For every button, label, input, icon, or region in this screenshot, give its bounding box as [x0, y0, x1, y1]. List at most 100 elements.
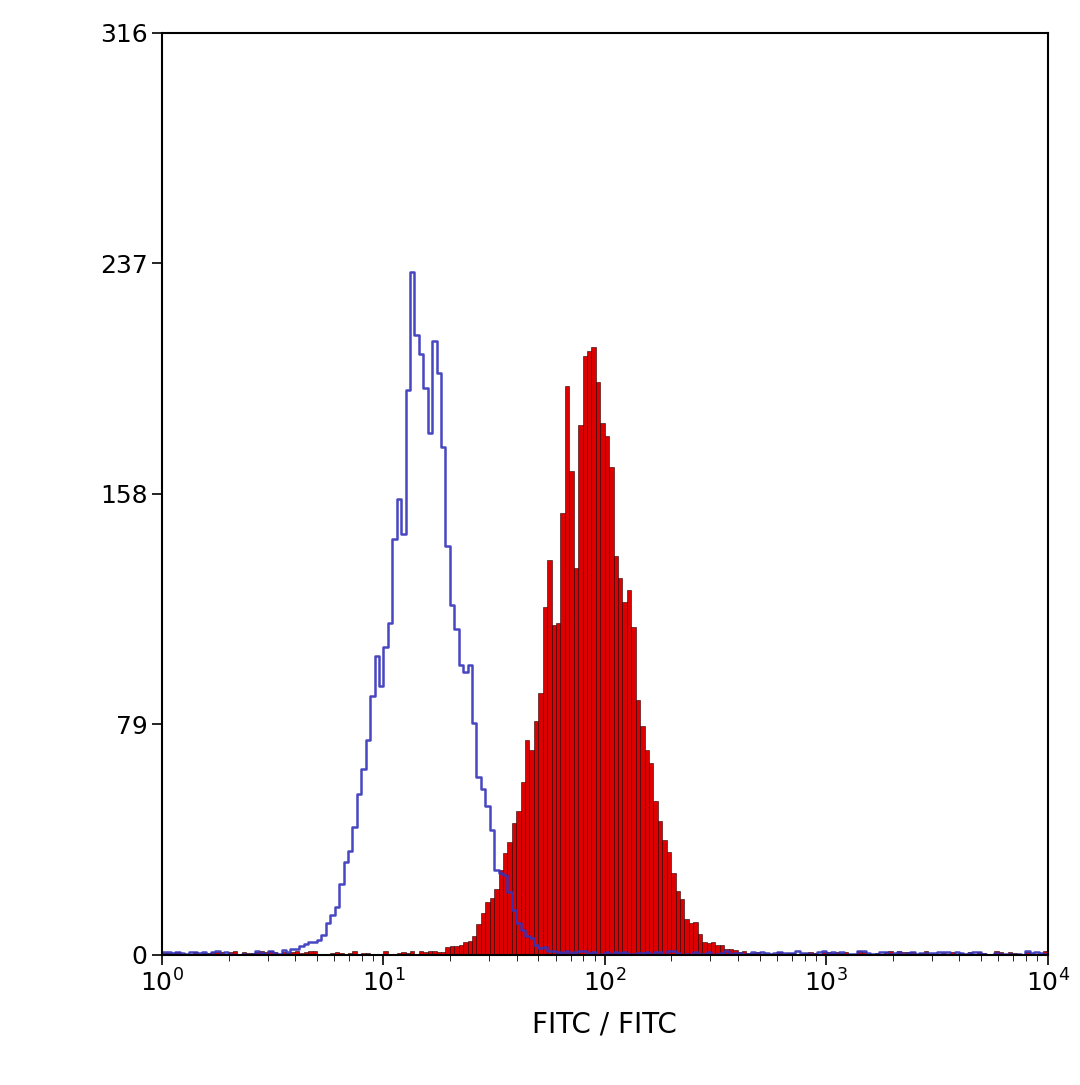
Bar: [565, 386, 569, 955]
Bar: [875, 954, 879, 955]
Bar: [968, 953, 972, 955]
Bar: [910, 953, 915, 955]
Bar: [645, 751, 649, 955]
Bar: [582, 356, 588, 955]
Bar: [950, 953, 955, 955]
Bar: [556, 623, 561, 955]
Bar: [613, 557, 618, 955]
Bar: [738, 952, 742, 955]
Bar: [561, 513, 565, 955]
Bar: [653, 801, 658, 955]
Bar: [339, 954, 343, 955]
Bar: [862, 952, 866, 955]
Bar: [489, 898, 494, 955]
Bar: [795, 954, 799, 955]
Bar: [548, 561, 552, 955]
Bar: [335, 952, 339, 955]
Bar: [626, 590, 632, 955]
Bar: [671, 872, 676, 955]
Bar: [919, 954, 923, 955]
Bar: [693, 922, 698, 955]
Bar: [685, 919, 689, 955]
Bar: [463, 942, 468, 955]
Bar: [445, 947, 449, 955]
Bar: [503, 853, 508, 955]
Bar: [499, 869, 503, 955]
Bar: [839, 953, 843, 955]
Bar: [481, 912, 485, 955]
Bar: [171, 953, 175, 955]
Bar: [211, 952, 215, 955]
Bar: [436, 953, 441, 955]
Bar: [742, 952, 746, 955]
Bar: [485, 903, 489, 955]
Bar: [476, 923, 481, 955]
Bar: [711, 942, 715, 955]
Bar: [596, 382, 600, 955]
Bar: [538, 693, 543, 955]
Bar: [166, 953, 171, 955]
Bar: [272, 953, 278, 955]
Bar: [662, 840, 666, 955]
Bar: [799, 954, 804, 955]
Bar: [835, 953, 839, 955]
Bar: [765, 954, 769, 955]
Bar: [831, 954, 835, 955]
Bar: [312, 952, 316, 955]
Bar: [348, 953, 352, 955]
Bar: [592, 346, 596, 955]
Bar: [720, 945, 725, 955]
Bar: [959, 954, 963, 955]
Bar: [725, 948, 729, 955]
Bar: [843, 953, 848, 955]
Bar: [923, 952, 928, 955]
Bar: [906, 952, 910, 955]
Bar: [578, 424, 582, 955]
Bar: [605, 436, 609, 955]
Bar: [405, 954, 410, 955]
Bar: [242, 952, 246, 955]
Bar: [396, 953, 401, 955]
Bar: [352, 952, 356, 955]
Bar: [706, 943, 711, 955]
Bar: [286, 954, 291, 955]
Bar: [804, 953, 809, 955]
Bar: [370, 954, 375, 955]
Bar: [459, 945, 463, 955]
Bar: [299, 953, 303, 955]
Bar: [1012, 954, 1016, 955]
Bar: [976, 953, 981, 955]
Bar: [330, 953, 335, 955]
Bar: [198, 954, 202, 955]
Bar: [1025, 952, 1030, 955]
Bar: [308, 952, 312, 955]
Bar: [618, 578, 622, 955]
Bar: [658, 821, 662, 955]
Bar: [472, 936, 476, 955]
Bar: [246, 954, 251, 955]
Bar: [883, 952, 888, 955]
Bar: [529, 750, 534, 955]
Bar: [202, 953, 206, 955]
Bar: [282, 952, 286, 955]
Bar: [423, 953, 428, 955]
Bar: [268, 952, 272, 955]
Bar: [680, 899, 685, 955]
Bar: [698, 934, 702, 955]
Bar: [942, 953, 946, 955]
Bar: [512, 824, 516, 955]
Bar: [255, 953, 259, 955]
Bar: [986, 954, 990, 955]
Bar: [569, 471, 573, 955]
Bar: [786, 954, 791, 955]
Bar: [755, 952, 759, 955]
Bar: [573, 569, 578, 955]
Bar: [666, 852, 671, 955]
Bar: [813, 954, 818, 955]
Bar: [410, 952, 415, 955]
Bar: [419, 950, 423, 955]
Bar: [746, 953, 751, 955]
X-axis label: FITC / FITC: FITC / FITC: [532, 1010, 677, 1038]
Bar: [729, 949, 733, 955]
Bar: [689, 923, 693, 955]
